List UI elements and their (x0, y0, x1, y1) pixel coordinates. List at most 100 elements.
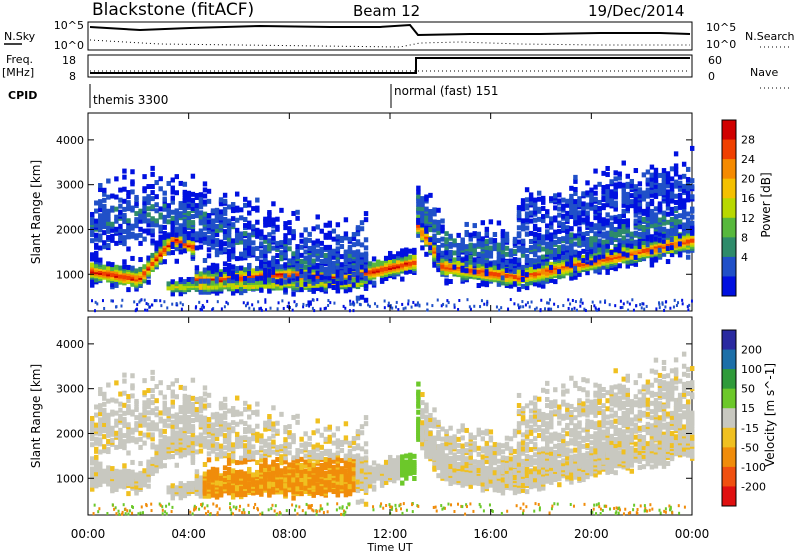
heatmap-cell (170, 435, 175, 441)
heatmap-cell (440, 304, 443, 308)
heatmap-cell (259, 275, 264, 281)
heatmap-cell (387, 304, 390, 308)
heatmap-cell (255, 233, 260, 239)
heatmap-cell (166, 384, 171, 390)
heatmap-cell (673, 199, 679, 205)
heatmap-cell (355, 275, 361, 281)
heatmap-cell (130, 373, 135, 379)
heatmap-cell (134, 398, 139, 404)
heatmap-cell (323, 307, 326, 311)
heatmap-cell (633, 168, 639, 174)
heatmap-cell (569, 214, 574, 220)
heatmap-cell (178, 405, 184, 411)
heatmap-cell (206, 229, 212, 235)
heatmap-cell (665, 183, 671, 189)
heatmap-cell (275, 279, 280, 285)
heatmap-cell (130, 469, 135, 475)
heatmap-cell (166, 454, 171, 460)
heatmap-cell (561, 236, 566, 242)
heatmap-cell (307, 278, 312, 284)
heatmap-cell (230, 452, 236, 458)
heatmap-cell (90, 415, 95, 421)
heatmap-cell (170, 177, 175, 183)
heatmap-cell (170, 227, 175, 233)
heatmap-cell (255, 409, 260, 415)
heatmap-cell (263, 420, 268, 426)
heatmap-cell (110, 397, 115, 403)
heatmap-cell (251, 246, 256, 252)
heatmap-cell (541, 283, 546, 289)
freq-line (90, 57, 690, 74)
heatmap-cell (118, 203, 123, 209)
heatmap-cell (90, 252, 95, 258)
heatmap-cell (626, 300, 629, 304)
heatmap-cell (202, 385, 208, 391)
heatmap-cell (339, 235, 345, 241)
heatmap-cell (349, 302, 352, 306)
heatmap-cell (557, 253, 562, 259)
heatmap-cell (565, 202, 570, 208)
heatmap-cell (243, 267, 248, 273)
heatmap-cell (547, 307, 550, 311)
heatmap-cell (673, 171, 679, 177)
heatmap-cell (601, 217, 606, 223)
heatmap-cell (561, 255, 566, 261)
heatmap-cell (351, 232, 357, 238)
heatmap-cell (267, 476, 272, 482)
heatmap-cell (456, 259, 461, 265)
heatmap-cell (331, 278, 337, 284)
heatmap-cell (222, 241, 228, 247)
heatmap-cell (613, 266, 618, 272)
heatmap-cell (342, 304, 345, 308)
heatmap-cell (247, 210, 252, 216)
heatmap-cell (665, 205, 671, 211)
heatmap-cell (263, 252, 268, 258)
heatmap-cell (243, 471, 248, 477)
heatmap-cell (516, 211, 522, 217)
heatmap-cell (669, 198, 675, 204)
heatmap-cell (472, 261, 477, 267)
heatmap-cell (222, 396, 228, 402)
heatmap-cell (218, 209, 224, 215)
heatmap-cell (524, 225, 530, 231)
y-tick-label: 4000 (56, 134, 84, 147)
heatmap-cell (516, 205, 522, 211)
heatmap-cell (198, 442, 204, 448)
heatmap-cell (653, 171, 659, 177)
heatmap-cell (472, 243, 477, 249)
heatmap-cell (175, 302, 178, 306)
heatmap-cell (436, 248, 441, 254)
heatmap-cell (412, 300, 415, 304)
heatmap-cell (134, 194, 139, 200)
heatmap-cell (655, 307, 658, 311)
heatmap-cell (460, 237, 465, 243)
heatmap-cell (155, 299, 158, 303)
heatmap-cell (545, 241, 550, 247)
heatmap-cell (436, 229, 441, 235)
heatmap-cell (536, 233, 542, 239)
heatmap-cell (484, 238, 490, 244)
heatmap-cell (664, 300, 667, 304)
heatmap-cell (170, 483, 175, 489)
heatmap-cell (110, 466, 115, 472)
heatmap-cell (504, 267, 510, 273)
heatmap-cell (267, 436, 272, 442)
heatmap-cell (672, 305, 675, 309)
heatmap-cell (202, 282, 208, 288)
heatmap-cell (138, 208, 143, 214)
heatmap-cell (122, 402, 127, 408)
heatmap-cell (629, 240, 635, 246)
heatmap-cell (162, 406, 167, 412)
heatmap-cell (581, 258, 586, 264)
heatmap-cell (496, 264, 502, 270)
heatmap-cell (247, 244, 252, 250)
heatmap-cell (681, 302, 684, 306)
heatmap-cell (625, 191, 630, 197)
heatmap-cell (625, 173, 630, 179)
heatmap-cell (106, 243, 111, 249)
heatmap-cell (642, 302, 645, 306)
heatmap-cell (102, 213, 107, 219)
heatmap-cell (150, 238, 155, 244)
heatmap-cell (589, 191, 594, 197)
heatmap-cell (536, 190, 542, 196)
